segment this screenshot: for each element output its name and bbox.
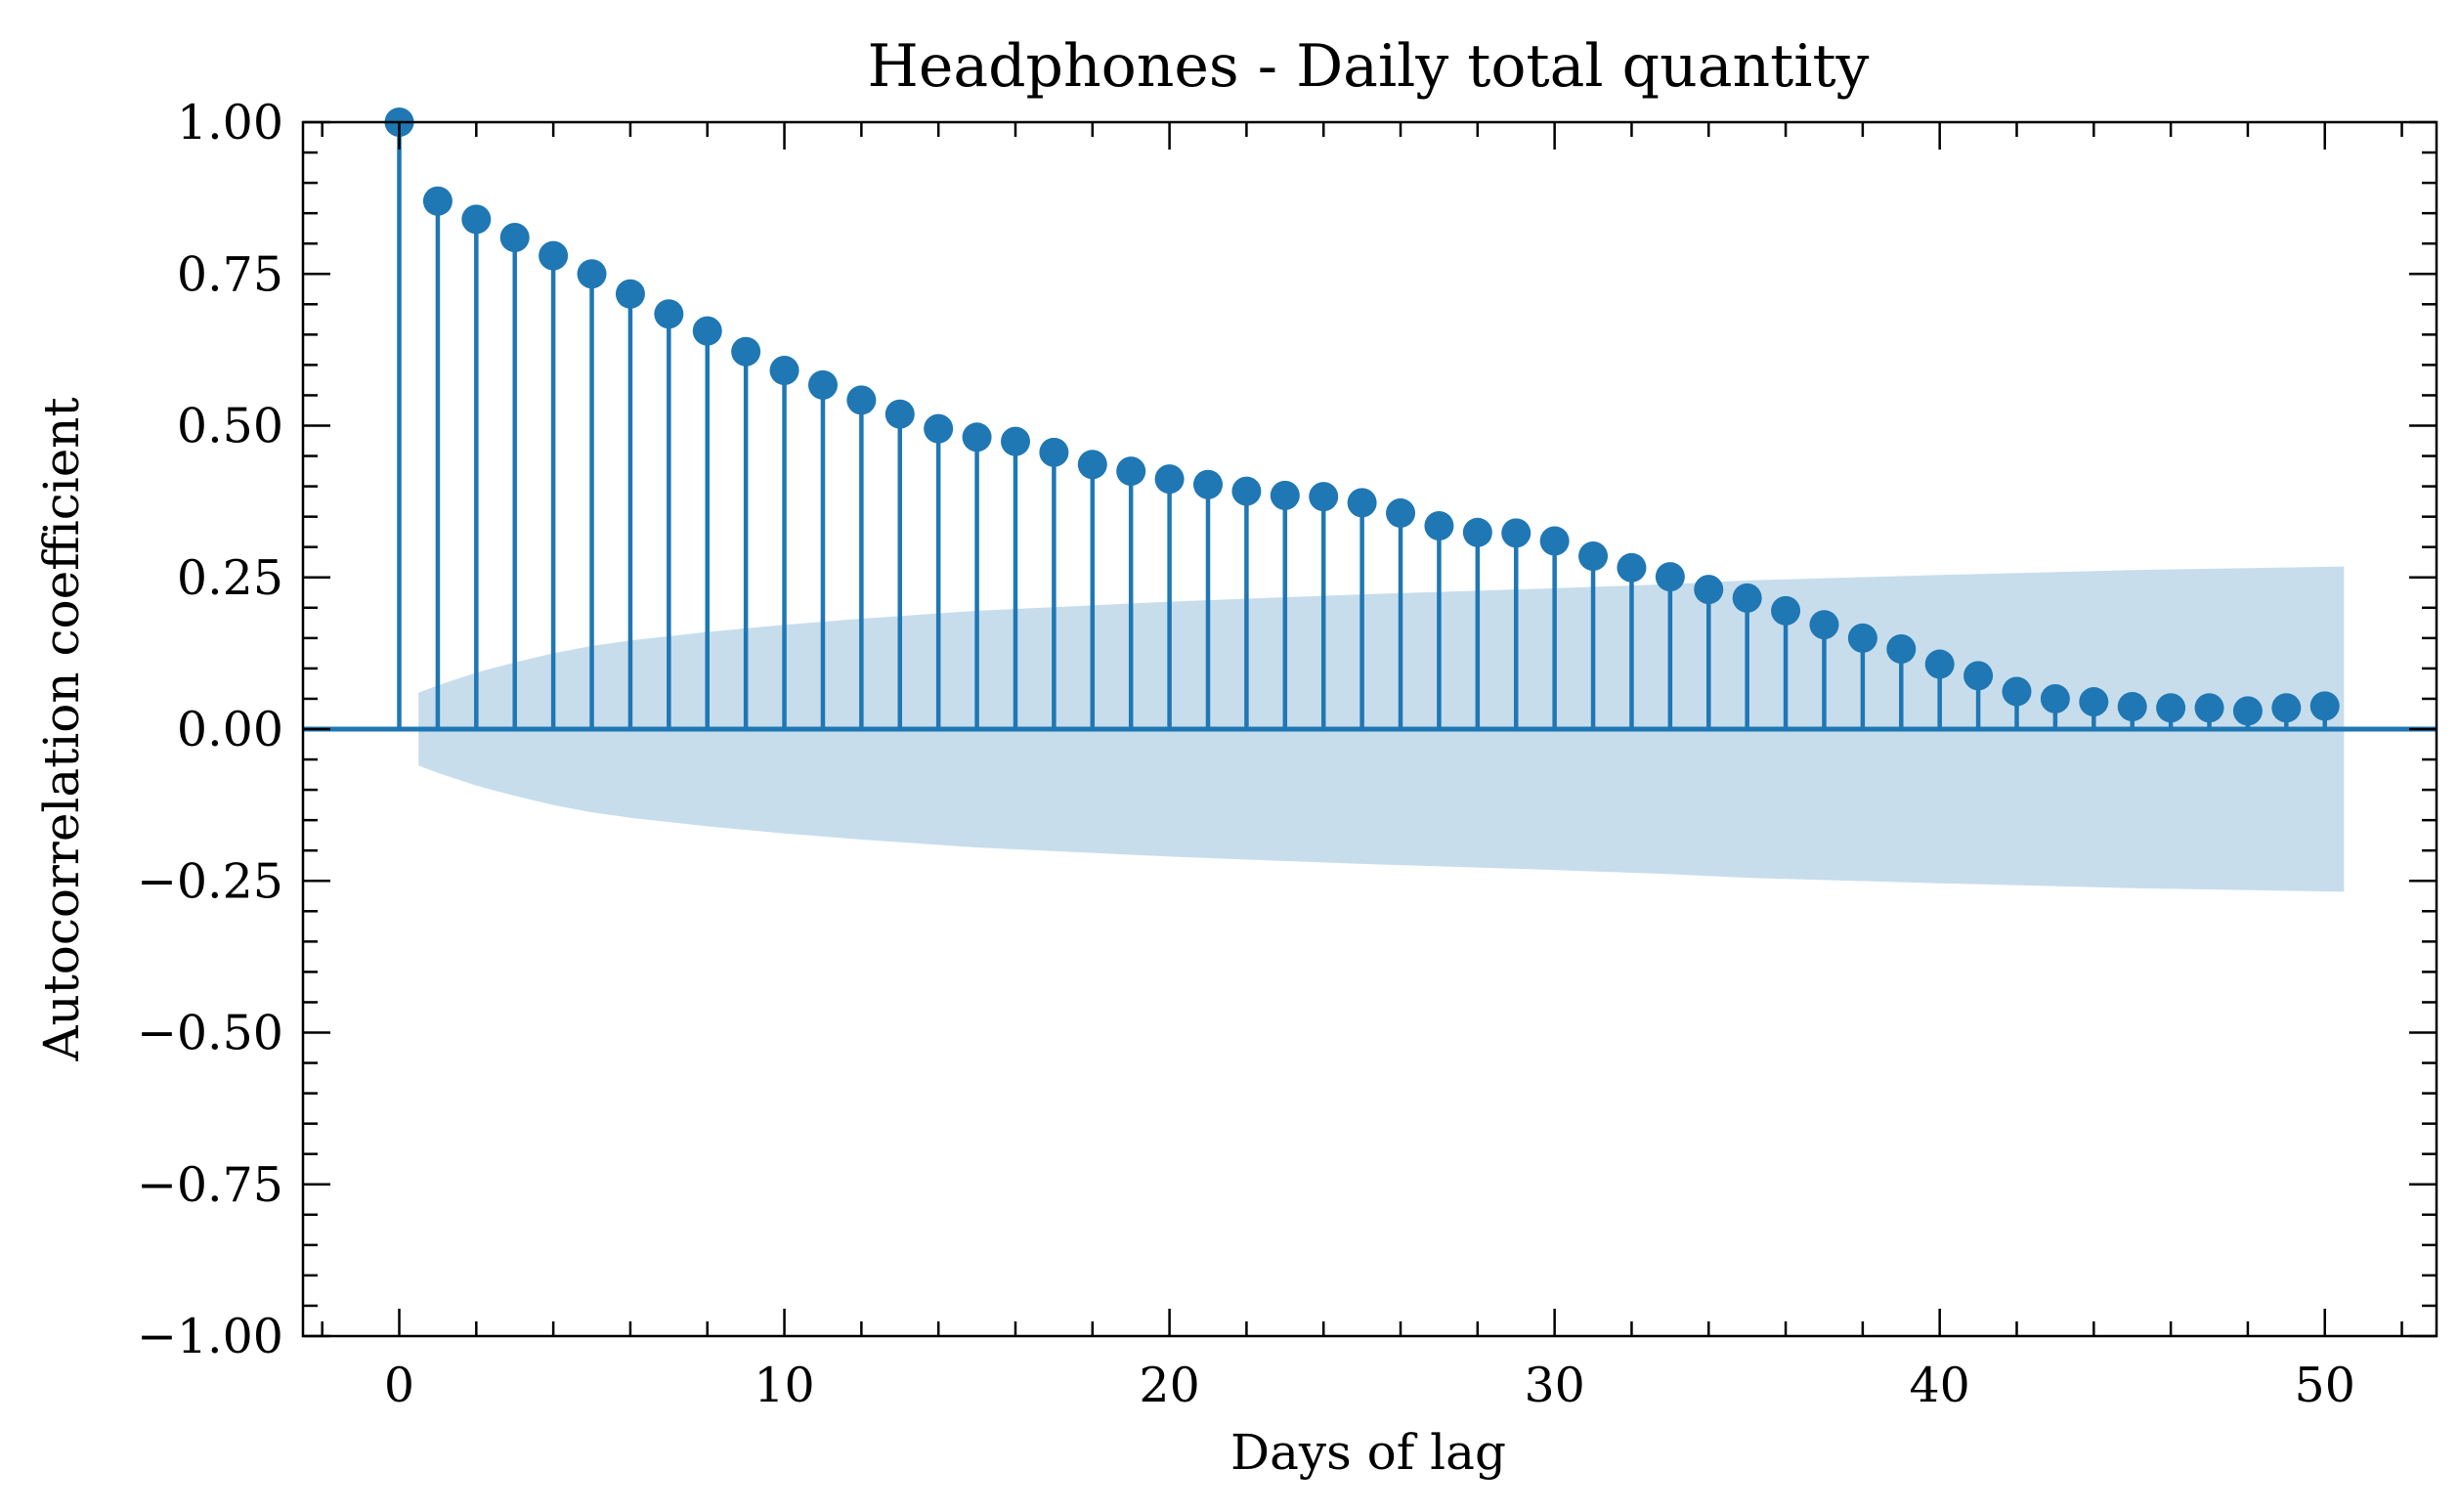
- acf-marker: [422, 186, 453, 216]
- acf-marker: [807, 369, 838, 400]
- acf-marker: [1193, 469, 1224, 499]
- x-tick-label: 40: [1910, 1358, 1970, 1413]
- acf-marker: [2079, 687, 2109, 717]
- x-tick-label: 10: [754, 1358, 814, 1413]
- acf-marker: [2194, 693, 2224, 723]
- y-tick-label: 0.25: [177, 550, 283, 606]
- acf-marker: [1424, 510, 1454, 540]
- x-axis-label: Days of lag: [1230, 1424, 1506, 1481]
- x-tick-label: 30: [1524, 1358, 1584, 1413]
- acf-marker: [1847, 623, 1877, 653]
- y-tick-label: 1.00: [177, 95, 283, 151]
- y-tick-label: 0.00: [177, 702, 283, 757]
- y-tick-label: 0.75: [177, 246, 283, 302]
- acf-marker: [1539, 526, 1570, 556]
- acf-marker: [615, 279, 645, 309]
- acf-marker: [1886, 634, 1917, 665]
- stem-layer: [303, 108, 2437, 732]
- x-tick-label: 50: [2295, 1358, 2355, 1413]
- y-tick-label: −0.75: [137, 1157, 283, 1213]
- acf-marker: [1501, 518, 1531, 548]
- acf-marker: [769, 355, 799, 385]
- acf-marker: [846, 385, 877, 415]
- acf-marker: [1270, 480, 1300, 510]
- acf-marker: [1771, 595, 1801, 626]
- acf-marker: [1924, 649, 1955, 679]
- acf-marker: [1694, 575, 1724, 605]
- acf-marker: [884, 399, 915, 429]
- acf-marker: [962, 422, 992, 453]
- acf-marker: [499, 222, 530, 252]
- acf-marker: [461, 204, 492, 235]
- y-tick-label: −0.25: [137, 853, 283, 909]
- acf-marker: [2156, 693, 2186, 723]
- acf-marker: [1231, 476, 1262, 506]
- acf-marker: [2002, 676, 2032, 707]
- acf-marker: [1116, 456, 1146, 487]
- acf-marker: [2117, 692, 2147, 722]
- acf-marker: [1963, 661, 1994, 691]
- acf-marker: [2040, 683, 2070, 713]
- acf-marker: [2232, 696, 2263, 726]
- acf-marker: [1077, 450, 1107, 480]
- y-axis-label: Autocorrelation coefficient: [33, 397, 90, 1061]
- acf-marker: [2271, 693, 2302, 723]
- y-tick-label: −0.50: [137, 1006, 283, 1061]
- acf-marker: [1386, 497, 1416, 528]
- x-tick-label: 0: [384, 1358, 414, 1413]
- acf-marker: [1039, 437, 1069, 467]
- acf-marker: [2309, 691, 2340, 721]
- acf-marker: [1462, 517, 1492, 547]
- acf-marker: [1732, 583, 1762, 613]
- acf-marker: [924, 413, 954, 444]
- acf-marker: [1578, 541, 1609, 572]
- y-tick-label: 0.50: [177, 399, 283, 454]
- acf-marker: [731, 336, 761, 367]
- plot-frame: [301, 120, 2438, 1338]
- acf-marker: [1347, 488, 1377, 518]
- y-tick-label: −1.00: [137, 1309, 283, 1364]
- acf-marker: [1309, 482, 1339, 512]
- acf-marker: [1154, 464, 1185, 495]
- acf-marker: [1617, 552, 1647, 583]
- acf-marker: [539, 240, 569, 271]
- acf-marker: [692, 316, 722, 346]
- x-tick-label: 20: [1139, 1358, 1199, 1413]
- acf-marker: [1655, 562, 1685, 592]
- acf-marker: [1000, 426, 1030, 456]
- chart-title: Headphones - Daily total quantity: [868, 32, 1870, 101]
- acf-marker: [1809, 610, 1839, 640]
- acf-marker: [654, 299, 684, 329]
- acf-marker: [577, 259, 607, 289]
